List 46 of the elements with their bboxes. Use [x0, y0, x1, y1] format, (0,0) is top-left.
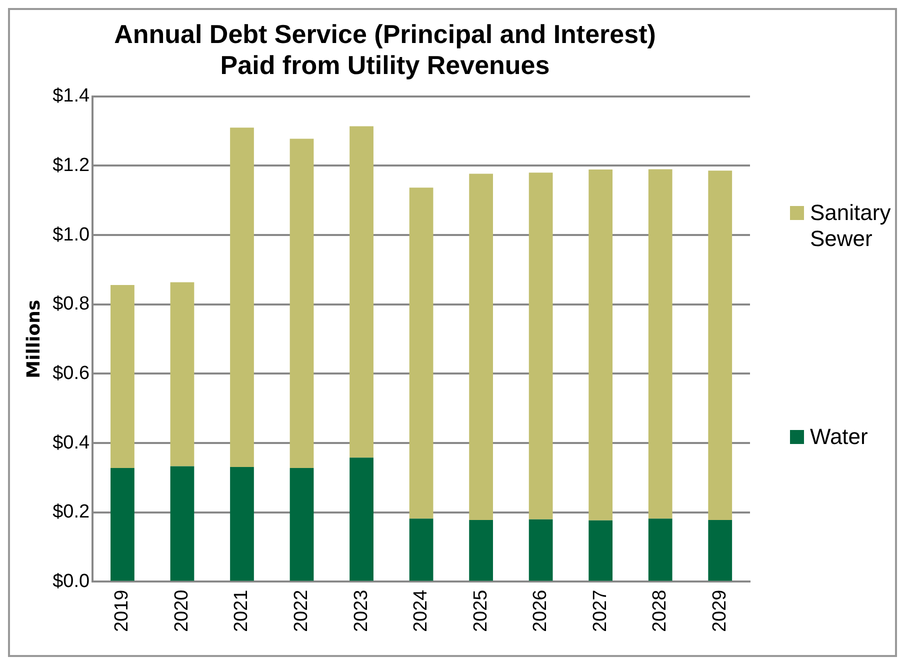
y-tick-label: $0.6: [52, 362, 90, 384]
bar: [409, 518, 434, 581]
bar: [528, 172, 553, 520]
bar: [588, 170, 613, 520]
bar: [290, 138, 314, 468]
bar: [110, 468, 134, 581]
x-tick-label: 2022: [290, 590, 312, 632]
y-tick-label: $0.4: [52, 432, 90, 454]
text: Paid from Utility Revenues: [220, 50, 550, 80]
y-tick-label: $1.2: [52, 154, 90, 176]
bar: [409, 188, 434, 519]
y-tick-label: $0.2: [52, 502, 90, 523]
x-tick-label: 2023: [350, 590, 372, 632]
bar: [588, 520, 613, 581]
bar: [350, 458, 374, 581]
x-tick-label: 2020: [171, 590, 192, 632]
legend-label: Water: [810, 424, 868, 450]
bar: [110, 284, 134, 468]
x-tick-label: 2026: [530, 590, 552, 632]
x-tick-label: 2029: [709, 590, 730, 632]
bar: [350, 126, 374, 458]
bar: [708, 170, 732, 520]
y-tick-label: $1.4: [52, 86, 90, 107]
x-tick-label: 2027: [590, 590, 611, 632]
bar: [469, 520, 493, 581]
bar: [528, 519, 553, 581]
x-tick-label: 2024: [410, 589, 432, 632]
x-tick-label: 2021: [231, 590, 252, 632]
y-tick-label: $0.8: [52, 294, 90, 315]
x-tick-label: 2019: [112, 590, 133, 632]
bar: [170, 466, 194, 581]
y-axis-title: Millions: [23, 300, 44, 378]
bar: [469, 174, 493, 520]
y-tick-label: $1.0: [52, 224, 90, 246]
bar: [290, 468, 314, 581]
bar: [230, 466, 254, 581]
x-tick-label: 2028: [650, 590, 671, 632]
bar: [708, 520, 732, 581]
bar: [648, 169, 672, 519]
legend-label: Sanitary Sewer: [810, 200, 891, 252]
bar: [230, 128, 254, 467]
x-tick-label: 2025: [470, 590, 492, 632]
bar: [648, 518, 672, 581]
bar: [170, 282, 194, 466]
text: Annual Debt Service (Principal and Interest): [114, 18, 656, 49]
y-tick-label: $0.0: [52, 570, 90, 592]
